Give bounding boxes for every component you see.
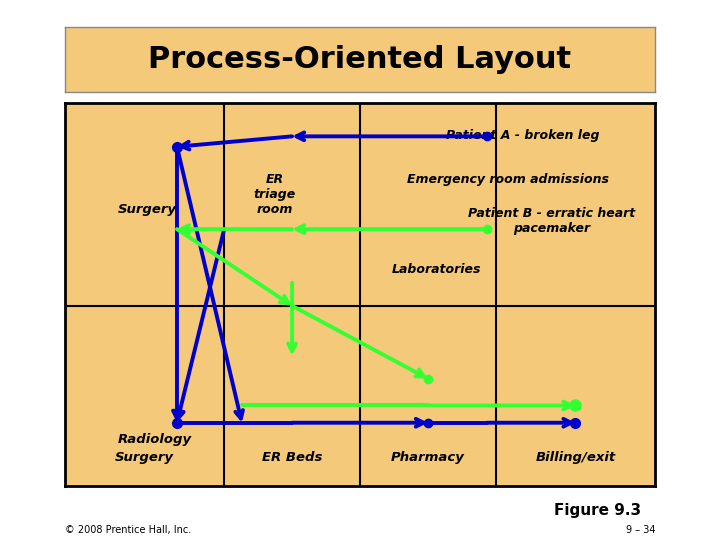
Text: Emergency room admissions: Emergency room admissions xyxy=(407,173,608,186)
Text: Process-Oriented Layout: Process-Oriented Layout xyxy=(148,45,572,74)
Text: Pharmacy: Pharmacy xyxy=(391,451,465,464)
Text: 9 – 34: 9 – 34 xyxy=(626,525,655,535)
Text: Laboratories: Laboratories xyxy=(392,263,482,276)
Text: Surgery: Surgery xyxy=(115,451,174,464)
Text: Surgery: Surgery xyxy=(118,204,177,217)
Text: Patient A - broken leg: Patient A - broken leg xyxy=(446,129,599,141)
Text: Billing/exit: Billing/exit xyxy=(536,451,616,464)
Text: Figure 9.3: Figure 9.3 xyxy=(554,503,642,518)
Text: © 2008 Prentice Hall, Inc.: © 2008 Prentice Hall, Inc. xyxy=(65,525,191,535)
Text: Patient B - erratic heart
pacemaker: Patient B - erratic heart pacemaker xyxy=(468,207,636,235)
Text: ER
triage
room: ER triage room xyxy=(253,173,295,216)
Text: ER Beds: ER Beds xyxy=(262,451,323,464)
Text: Radiology: Radiology xyxy=(118,434,192,447)
